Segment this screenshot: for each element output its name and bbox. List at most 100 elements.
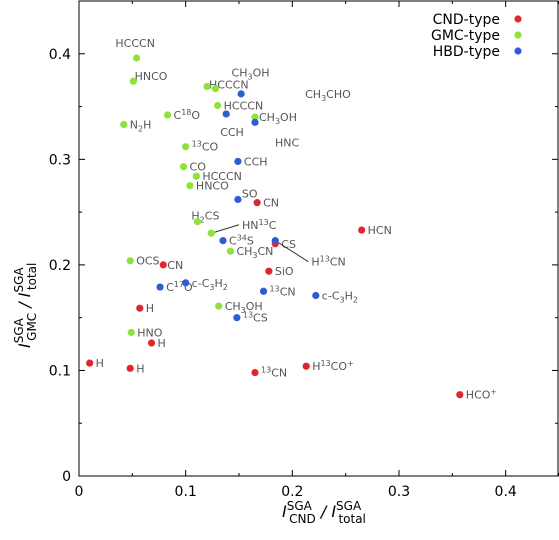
data-point [219,237,227,245]
legend-marker [514,47,522,55]
point-label: H [96,357,104,370]
point-label: HN13C [242,218,277,232]
data-point [182,143,190,151]
data-point [186,182,194,190]
point-label: HCCCN [115,37,155,50]
data-point [253,199,261,207]
axes: 0 0.1 0.2 0.3 0.4 0 0.1 0.2 0.3 0.4 [49,0,559,500]
point-label: HNO [137,326,163,339]
data-point [156,283,164,291]
point-label: CH3OH [259,111,297,126]
x-tick-label: 0.2 [281,484,303,500]
point-markers [86,54,464,399]
point-label: CN [167,259,183,272]
data-point [234,157,242,166]
point-label: C18O [174,108,201,122]
point-label: HNCO [196,180,229,193]
point-label: CO [190,161,207,174]
y-tick-label: 0.3 [49,152,71,168]
data-point [251,368,259,377]
point-label: SiO [275,265,294,278]
data-point [312,291,320,300]
point-label: C17O [166,280,193,294]
data-point [211,85,220,93]
point-label: C34S [229,234,254,248]
data-point [214,101,222,110]
point-label: HCO+ [466,388,497,402]
y-tick-label: 0 [62,469,71,485]
y-tick-label: 0.2 [49,258,71,274]
data-point [226,247,235,255]
point-label: H2CS [191,210,219,225]
data-point [147,339,156,347]
data-point [120,120,128,129]
point-label: 13CO [192,140,219,154]
data-point [456,391,464,399]
data-point [203,82,211,91]
legend-marker [514,31,522,39]
x-tick-label: 0.4 [495,484,517,500]
point-label: c-C3H2 [192,277,228,292]
data-point [233,314,241,322]
data-point [126,364,134,372]
y-axis-title: ISGAGMC / ISGAtotal [12,263,39,348]
x-axis-title: ISGA CND / ISGA total [282,499,366,526]
x-tick-label: 0 [75,484,84,500]
y-axis-title-group: ISGAGMC / ISGAtotal [12,263,39,348]
data-point [163,111,172,119]
data-point [127,328,135,337]
label-leader-line [211,224,240,234]
legend-label: CND-type [433,12,500,28]
data-point [133,54,141,62]
data-point [234,195,242,204]
data-point [192,172,200,180]
point-label: CCH [220,126,244,139]
point-label: HNC [275,136,300,149]
point-label: CN [263,197,279,210]
data-point [159,261,167,269]
point-label: N2H [130,119,152,134]
data-point [179,163,188,171]
data-point [251,113,259,121]
data-point [86,359,94,367]
axis-titles: ISGA CND / ISGA total ISGAGMC / ISGAtotal [12,263,366,526]
data-point [271,237,279,245]
point-label: c-C3H2 [322,290,358,305]
point-label: 13CS [243,311,268,325]
plot-frame [78,0,559,477]
point-label: CCH [244,155,268,168]
point-label: CH3CN [236,245,273,260]
point-label: HCCCN [224,100,264,113]
data-point [237,90,245,98]
data-point [251,118,259,126]
data-point [126,257,134,265]
data-point [129,77,137,85]
label-leader-line [274,240,309,263]
data-point [193,218,201,226]
y-tick-label: 0.1 [49,363,71,379]
point-label: CS [281,238,296,251]
point-label: CH3CHO [305,88,351,103]
point-label: CH3OH [225,300,263,315]
point-label: 13CN [270,284,296,298]
point-label: HCN [368,224,392,237]
y-tick-label: 0.4 [49,47,71,63]
point-label: 13CN [261,366,287,380]
legend-label: HBD-type [433,44,500,60]
data-point [302,362,310,370]
point-label: H [146,302,154,315]
data-point [222,110,230,118]
data-point [182,279,190,287]
data-point [136,304,144,312]
x-tick-label: 0.3 [388,484,410,500]
point-label: CH3OH [232,67,270,82]
data-point [215,302,223,310]
data-point [207,229,215,237]
point-label: HNCO [135,70,168,83]
point-label: SO [242,187,258,200]
data-point [358,226,366,234]
point-label: H13CO+ [312,359,354,373]
